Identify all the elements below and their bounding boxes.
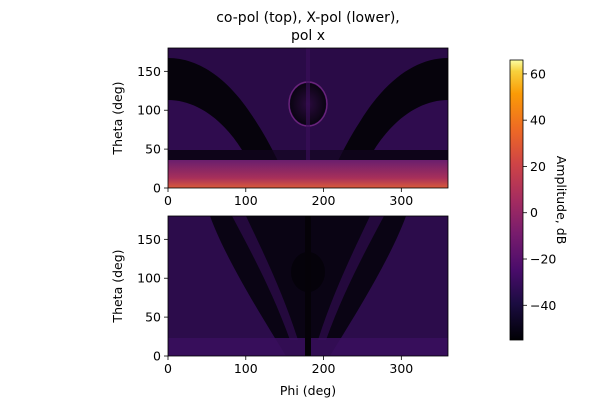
top-left-wedge	[168, 100, 242, 150]
colorbar-tick-label: 40	[530, 113, 546, 128]
top-low-theta-band	[168, 160, 448, 188]
top-ylabel: Theta (deg)	[110, 81, 125, 155]
top-axes-frame	[167, 47, 449, 189]
top-xtick-label: 100	[234, 193, 258, 208]
colorbar-label: Amplitude, dB	[554, 156, 569, 245]
bottom-xtick-label: 100	[234, 361, 258, 376]
bottom-xtick-label: 0	[164, 361, 172, 376]
bottom-xlabel: Phi (deg)	[280, 383, 336, 398]
colorbar-gradient	[510, 60, 523, 340]
colorbar-tick-label: 0	[530, 205, 538, 220]
top-tick-layer: 0 100 200 300 0 50 100 150	[137, 64, 413, 208]
colorbar-tick-label: 60	[530, 66, 546, 81]
colorbar-tick-layer: −40 −20 0 20 40 60	[523, 66, 556, 313]
bottom-inner-arc-right	[318, 216, 384, 340]
bottom-ytick-label: 50	[145, 310, 161, 325]
top-ytick-label: 100	[137, 103, 161, 118]
chart-title-line-2: pol x	[291, 28, 325, 44]
top-ytick-label: 150	[137, 64, 161, 79]
bottom-tick-layer: 0 100 200 300 0 50 100 150	[137, 232, 413, 376]
bottom-ytick-label: 150	[137, 232, 161, 247]
colorbar-tick-label: 20	[530, 159, 546, 174]
bottom-xtick-label: 300	[389, 361, 413, 376]
chart-title-line-1: co-pol (top), X-pol (lower),	[216, 10, 400, 26]
bottom-axes-frame	[167, 215, 449, 357]
bottom-ytick-label: 0	[153, 349, 161, 364]
top-center-seam	[306, 48, 310, 160]
bottom-xtick-label: 200	[312, 361, 336, 376]
bottom-ytick-label: 100	[137, 271, 161, 286]
top-ytick-label: 50	[145, 142, 161, 157]
top-right-wedge	[374, 100, 448, 150]
bottom-ylabel: Theta (deg)	[110, 249, 125, 323]
bottom-center-seam	[305, 216, 311, 356]
colorbar-tick-label: −20	[530, 252, 556, 267]
bottom-inner-arc-left	[232, 216, 298, 340]
top-heatmap	[168, 48, 448, 188]
colorbar-frame	[509, 59, 524, 341]
colorbar-tick-label: −40	[530, 298, 556, 313]
top-xtick-label: 300	[389, 193, 413, 208]
top-xtick-label: 200	[312, 193, 336, 208]
bottom-heatmap	[168, 216, 448, 356]
top-ytick-label: 0	[153, 181, 161, 196]
top-xtick-label: 0	[164, 193, 172, 208]
